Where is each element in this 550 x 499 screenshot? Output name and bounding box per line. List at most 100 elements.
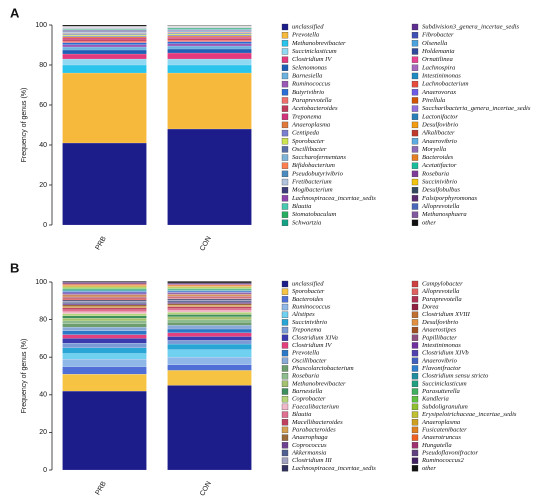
legend-label: Bacteroides [422, 154, 454, 161]
bar-segment [167, 364, 252, 371]
bar-segment [167, 72, 252, 130]
legend-swatch [281, 154, 289, 161]
bar-segment [167, 289, 252, 291]
legend-label: Selenomonas [292, 64, 327, 71]
bar-segment [62, 58, 147, 66]
legend-label: Clostridium IV [292, 342, 332, 349]
legend-label: Intestinimonas [421, 72, 461, 79]
bar-segment [167, 290, 252, 291]
bar-segment [167, 292, 252, 293]
bar-segment [167, 294, 252, 296]
legend-label: Butyrivibrio [292, 89, 325, 96]
legend-swatch [281, 288, 289, 295]
bar-segment [62, 32, 147, 34]
legend-swatch [411, 138, 419, 145]
legend-label: Bifidobacterium [292, 162, 335, 169]
legend-swatch [411, 465, 419, 472]
legend-label: Methanobrevibacter [291, 380, 346, 387]
bar-segment [62, 34, 147, 36]
legend-label: Ruminococcus2 [421, 457, 464, 464]
legend-swatch [411, 113, 419, 120]
legend-swatch [281, 187, 289, 194]
legend-swatch [411, 288, 419, 295]
legend-swatch [281, 396, 289, 403]
bar-segment [167, 349, 252, 358]
legend-label: Blautia [292, 203, 312, 210]
legend-label: Barnesiella [292, 388, 323, 395]
bar-segment [167, 312, 252, 315]
bar-segment [62, 29, 147, 30]
y-tick-label: 80 [39, 62, 47, 69]
legend-swatch [411, 80, 419, 88]
bar-segment [62, 44, 147, 48]
legend-label: Fibrobacter [421, 32, 454, 39]
legend-swatch [281, 32, 289, 39]
bar-segment [62, 28, 147, 30]
legend-swatch [411, 48, 419, 55]
legend-swatch [411, 457, 419, 464]
legend-label: Treponema [292, 327, 322, 334]
bar-segment [62, 293, 147, 295]
legend-label: Sporobacter [292, 288, 325, 295]
bar-segment [62, 347, 147, 354]
bar-segment [62, 292, 147, 294]
legend-label: Acetobacteroides [291, 105, 338, 112]
legend-swatch [411, 319, 419, 326]
legend-swatch [411, 342, 419, 349]
bar-segment [167, 294, 252, 295]
bar-segment [62, 302, 147, 304]
legend-label: Desulfovibrio [421, 319, 459, 326]
bar-segment [167, 58, 252, 66]
legend-label: Blautia [292, 411, 312, 418]
bar-segment [62, 24, 147, 27]
bar-segment [167, 303, 252, 306]
legend-label: Schwartzia [292, 219, 322, 226]
bar-segment [62, 343, 147, 348]
y-tick-label: 0 [43, 222, 47, 229]
legend-label: Methanobrevibacter [291, 40, 346, 47]
legend-swatch [411, 170, 419, 178]
bar-segment [62, 30, 147, 32]
bar-segment [62, 374, 147, 392]
bar-segment [62, 40, 147, 43]
bar-segment [167, 336, 252, 341]
legend-swatch [281, 23, 289, 31]
bar-segment [167, 314, 252, 317]
bar-segment [167, 308, 252, 311]
bar-segment [167, 328, 252, 333]
legend-label: Roseburia [291, 373, 320, 380]
bar-segment [167, 286, 252, 288]
legend-label: Stomatobaculum [292, 211, 337, 218]
legend-swatch [411, 380, 419, 387]
bar-segment [62, 35, 147, 37]
legend-label: Clostridium sensu stricto [422, 373, 489, 380]
bar-segment [62, 53, 147, 60]
legend-swatch [411, 349, 419, 357]
bar-segment [167, 299, 252, 302]
legend-swatch [411, 426, 419, 434]
bar-segment [62, 32, 147, 33]
legend-label: Lachnobacterium [421, 81, 469, 88]
bar-segment [62, 72, 147, 144]
bar-segment [62, 46, 147, 51]
legend-swatch [281, 211, 289, 218]
bar-segment [167, 30, 252, 32]
legend-swatch [411, 121, 419, 129]
legend-label: Coprococcus [292, 442, 327, 449]
bar-segment [62, 282, 147, 284]
legend-label: Desulfovibrio [421, 121, 459, 128]
bar-segment [167, 34, 252, 37]
bar-segment [62, 284, 147, 286]
legend-swatch [281, 334, 289, 341]
legend-label: Dorea [421, 304, 439, 311]
legend-swatch [411, 357, 419, 364]
bar-segment [62, 283, 147, 285]
legend-label: other [422, 219, 436, 226]
legend-label: Papillibacter [421, 334, 457, 341]
bar-segment [62, 293, 147, 295]
legend-swatch [281, 373, 289, 380]
x-tick-label: PRB [95, 480, 108, 496]
legend-label: Saccharibacteria_genera_incertae_sedis [422, 105, 531, 112]
legend-swatch [411, 146, 419, 153]
legend-label: Fretibacterium [291, 179, 332, 186]
